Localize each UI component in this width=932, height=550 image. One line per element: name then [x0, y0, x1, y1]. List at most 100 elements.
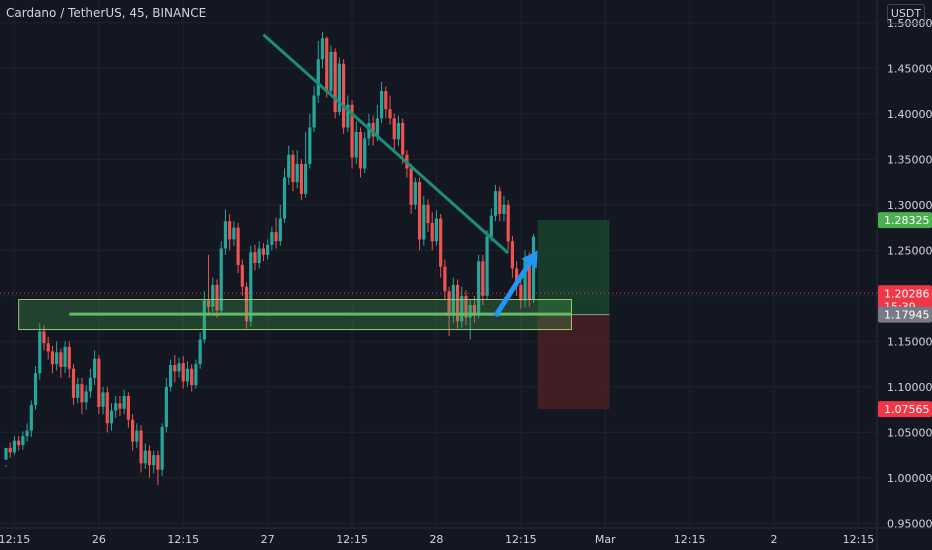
candle-body — [173, 365, 177, 372]
candle-body — [282, 177, 287, 219]
candle-body — [333, 51, 337, 112]
candle-body — [109, 410, 114, 424]
candle-body — [12, 440, 17, 453]
stop-price-tag — [878, 401, 932, 418]
candle-body — [240, 264, 244, 287]
x-tick-label: 2 — [771, 533, 778, 546]
candle-body — [346, 104, 350, 128]
candle-body — [101, 392, 105, 407]
candle-body — [409, 168, 413, 205]
candle-body — [160, 426, 164, 470]
candle-body — [4, 447, 8, 460]
candle-body — [177, 363, 181, 372]
x-tick-label: 12:15 — [336, 533, 368, 546]
candle-body — [147, 450, 152, 466]
y-tick-label: 1.15000 — [887, 335, 932, 348]
candle-body — [515, 268, 519, 285]
candle-body — [257, 248, 261, 264]
price-axis[interactable]: 1.500001.450001.400001.350001.300001.250… — [887, 17, 932, 531]
candle-body — [190, 368, 194, 386]
candle-body — [388, 109, 392, 119]
candle-body — [350, 104, 354, 158]
candle-body — [84, 391, 88, 403]
candle-body — [42, 331, 46, 344]
candle-body — [198, 339, 202, 365]
candle-body — [481, 261, 485, 296]
candle-body — [8, 447, 12, 453]
candle-body — [118, 403, 122, 409]
candle-body — [447, 291, 451, 316]
candle-body — [278, 218, 282, 242]
candle-body — [270, 232, 274, 245]
entry-price-tag — [878, 306, 932, 323]
candle-body — [417, 182, 422, 240]
candle-body — [236, 227, 240, 265]
candle-body — [181, 363, 185, 382]
candle-body — [143, 450, 147, 464]
candle-body — [371, 122, 375, 137]
candle-body — [261, 248, 266, 255]
candle-body — [519, 284, 523, 301]
candle-body — [358, 132, 363, 169]
candle-body — [379, 91, 384, 119]
drawings — [18, 33, 572, 331]
candle-body — [266, 244, 270, 255]
x-tick-label: Mar — [595, 533, 616, 546]
time-axis[interactable]: 12:15 26 12:15 27 12:15 28 12:15 Mar 12:15 2 12:15 — [0, 533, 874, 546]
arrow-head — [521, 250, 538, 269]
candle-body — [485, 236, 489, 296]
current-price-label: 1.20286 — [884, 287, 930, 300]
candle-body — [46, 343, 50, 352]
candle-body — [329, 51, 333, 92]
x-tick-label: 26 — [92, 533, 106, 546]
candle-body — [156, 455, 160, 470]
candle-body — [126, 396, 130, 420]
candle-body — [215, 284, 219, 311]
currency-button[interactable]: USDT — [887, 4, 925, 24]
candle-body — [67, 346, 71, 369]
candle-body — [312, 95, 316, 128]
y-tick-label: 1.30000 — [887, 199, 932, 212]
candle-body — [291, 154, 295, 183]
candle-body — [337, 63, 341, 112]
candle-body — [498, 191, 502, 214]
y-tick-label: 1.00000 — [887, 472, 932, 485]
candle-body — [88, 377, 92, 392]
candle-body — [506, 204, 510, 242]
candle-body — [219, 248, 223, 311]
candle-body — [194, 364, 198, 386]
candle-body — [29, 405, 33, 431]
y-tick-label: 1.35000 — [887, 153, 932, 166]
candle-body — [316, 59, 320, 96]
candle-body — [105, 392, 109, 424]
candle-body — [122, 396, 126, 409]
candle-body — [55, 352, 59, 365]
y-tick-label: 1.05000 — [887, 426, 932, 439]
candle-body — [384, 91, 388, 110]
target-price-label: 1.28325 — [884, 214, 930, 227]
candle-body — [502, 204, 506, 214]
candle-body — [396, 122, 401, 140]
candle-body — [33, 373, 38, 406]
candle-body — [304, 163, 308, 194]
candle-body — [342, 63, 346, 128]
candle-body — [202, 300, 206, 340]
symbol-title: Cardano / TetherUS, 45, BINANCE — [6, 6, 207, 20]
candle-body — [308, 127, 312, 164]
candle-body — [206, 300, 211, 307]
entry-price-label: 1.17945 — [884, 309, 930, 322]
x-tick-label: 12:15 — [843, 533, 875, 546]
x-tick-label: 27 — [261, 533, 275, 546]
candle-body — [295, 163, 299, 183]
candles — [4, 31, 536, 486]
candle-body — [468, 304, 472, 318]
arrow-shaft — [493, 262, 532, 318]
trendline — [262, 33, 510, 255]
candle-body — [439, 218, 443, 267]
candle-body — [426, 204, 430, 224]
drawing-zones — [0, 220, 877, 410]
y-tick-label: 1.10000 — [887, 381, 932, 394]
candle-body — [244, 286, 249, 322]
